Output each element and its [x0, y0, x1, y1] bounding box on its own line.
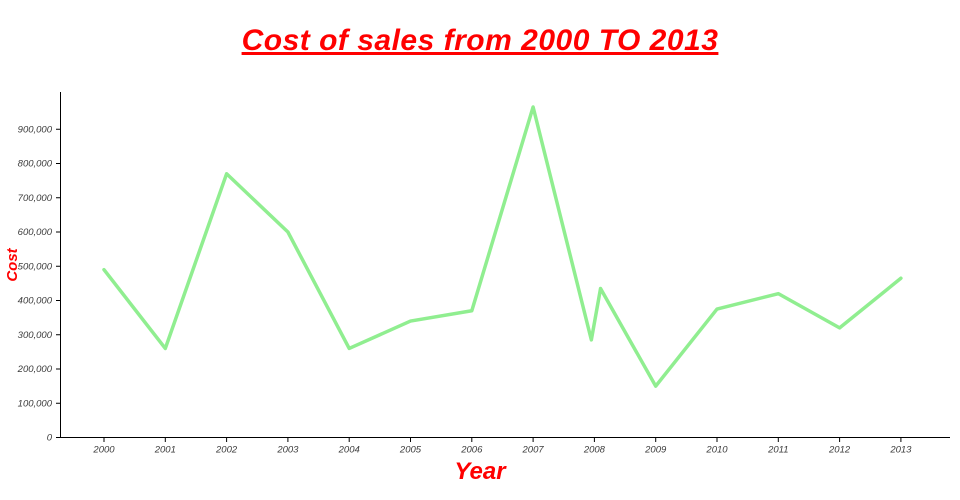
x-tick-label: 2007 — [522, 445, 545, 456]
y-tick-label: 300,000 — [18, 330, 53, 341]
x-tick-label: 2009 — [644, 445, 667, 456]
x-tick-label: 2006 — [460, 445, 483, 456]
y-tick-label: 700,000 — [18, 193, 53, 204]
x-tick-label: 2013 — [889, 445, 912, 456]
chart-title: Cost of sales from 2000 TO 2013 — [241, 24, 719, 57]
x-tick-label: 2004 — [338, 445, 360, 456]
cost-line — [102, 105, 903, 388]
x-tick-label: 2008 — [583, 445, 606, 456]
y-tick-label: 800,000 — [18, 159, 53, 170]
x-tick-label: 2002 — [215, 445, 238, 456]
x-tick-label: 2011 — [767, 445, 788, 456]
y-tick-label: 900,000 — [18, 124, 53, 135]
x-tick-label: 2001 — [154, 445, 176, 456]
y-tick-label: 0 — [47, 433, 53, 444]
x-tick-label: 2003 — [276, 445, 299, 456]
x-tick-label: 2000 — [92, 445, 115, 456]
x-tick-label: 2005 — [399, 445, 422, 456]
y-tick-label: 200,000 — [17, 364, 53, 375]
y-tick-label: 100,000 — [18, 398, 53, 409]
y-tick-label: 500,000 — [18, 261, 53, 272]
x-axis-label: Year — [454, 458, 506, 485]
y-tick-label: 600,000 — [18, 227, 53, 238]
x-tick-label: 2012 — [828, 445, 851, 456]
x-tick-label: 2010 — [705, 445, 728, 456]
y-tick-label: 400,000 — [18, 296, 53, 307]
